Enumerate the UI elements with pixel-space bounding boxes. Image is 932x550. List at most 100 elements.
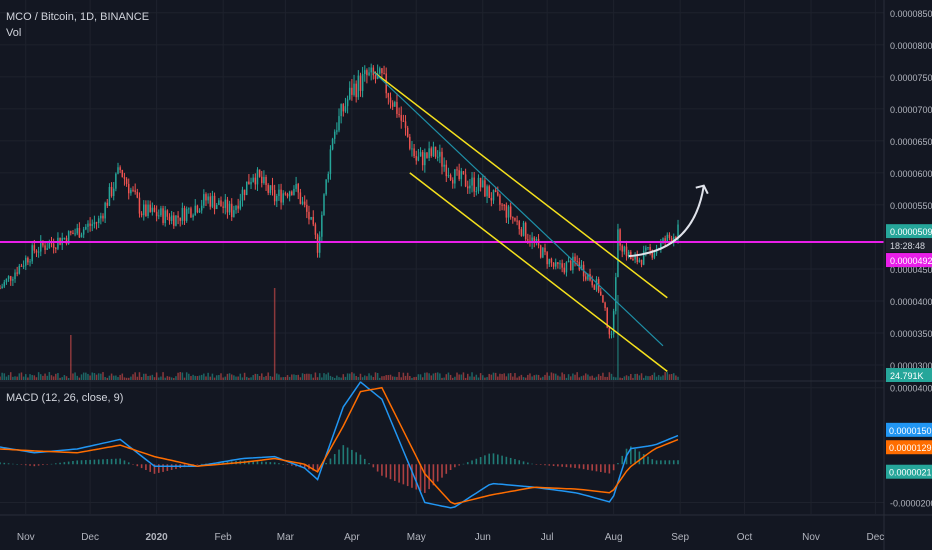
volume-bar — [0, 376, 1, 380]
volume-bar — [301, 373, 304, 380]
volume-bar — [211, 373, 214, 380]
candle-body — [282, 193, 284, 203]
macd-axis[interactable]: 0.0000400 -0.0000200 0.0000150 0.0000129 0.0… — [886, 384, 932, 509]
candle-body — [37, 251, 40, 253]
time-axis[interactable]: Nov Dec 2020 Feb Mar Apr May Jun Jul Aug Sep Oct Nov… — [17, 532, 884, 543]
candle-body — [404, 121, 407, 128]
candle-body — [353, 83, 355, 95]
volume-bar — [533, 375, 536, 380]
volume-bar — [132, 374, 134, 380]
candle-body — [185, 209, 188, 221]
volume-bar — [606, 376, 608, 380]
macd-histogram-bar — [672, 460, 675, 465]
candle-body — [102, 215, 104, 219]
volume-bar — [115, 375, 117, 380]
candle-body — [417, 156, 420, 161]
volume-bar — [151, 374, 154, 380]
candle-body — [48, 242, 51, 249]
volume-bar — [655, 376, 658, 380]
candle-body — [237, 205, 239, 209]
macd-indicator-label[interactable]: MACD (12, 26, close, 9) — [6, 392, 123, 404]
candle-body — [168, 216, 171, 221]
candle-body — [325, 179, 327, 195]
candle-body — [501, 204, 503, 206]
volume-bar — [642, 377, 645, 380]
volume-bar — [181, 372, 184, 380]
macd-histogram-bar — [170, 464, 173, 470]
candle-body — [621, 245, 623, 252]
volume-bar — [634, 373, 636, 380]
volume-bar — [621, 377, 623, 380]
macd-histogram-bar — [153, 464, 156, 474]
candle-body — [316, 234, 319, 253]
candle-body — [198, 210, 201, 213]
candle-body — [456, 169, 458, 171]
time-tick-label: Dec — [81, 532, 99, 543]
macd-histogram-bar — [248, 460, 250, 465]
candle-body — [9, 276, 12, 281]
candle-body — [203, 194, 205, 206]
macd-histogram-bar — [16, 464, 18, 465]
volume-bar — [166, 376, 169, 380]
volume-bar — [318, 373, 321, 380]
volume-bar — [145, 373, 147, 380]
volume-bar — [445, 374, 448, 380]
macd-histogram-bar — [642, 454, 645, 465]
candle-body — [544, 247, 546, 253]
macd-histogram-bar — [325, 462, 327, 465]
volume-bar — [76, 375, 78, 380]
volume-bar — [33, 375, 36, 380]
volume-bar — [514, 373, 516, 380]
volume-bar — [664, 372, 666, 380]
candle-body — [608, 327, 611, 335]
macd-histogram-bar — [578, 464, 581, 469]
volume-bar — [527, 374, 529, 380]
candle-body — [125, 178, 128, 184]
macd-histogram-bar — [638, 451, 641, 465]
chart-grid — [0, 0, 884, 514]
volume-bar — [374, 372, 377, 380]
volume-bar — [35, 377, 38, 380]
candle-body — [160, 208, 162, 216]
volume-bar — [207, 372, 209, 380]
candle-body — [20, 265, 23, 267]
volume-indicator-label[interactable]: Vol — [6, 27, 21, 39]
candle-body — [458, 170, 460, 180]
volume-bar — [619, 377, 621, 380]
volume-bar — [662, 375, 664, 380]
macd-histogram-bar — [462, 463, 465, 465]
volume-bar — [61, 377, 63, 380]
volume-badge-bg — [886, 368, 932, 382]
candle-body — [443, 164, 445, 167]
candle-body — [196, 205, 199, 213]
volume-bar — [183, 377, 186, 380]
macd-histogram-bar — [12, 463, 14, 465]
candle-body — [490, 197, 493, 201]
volume-bar — [572, 373, 574, 380]
volume-bar — [333, 377, 336, 380]
candle-body — [542, 247, 544, 258]
candle-body — [250, 181, 252, 185]
volume-bar — [561, 372, 563, 380]
volume-bar — [479, 373, 482, 380]
macd-histogram-bar — [29, 464, 31, 466]
volume-bar — [306, 373, 308, 380]
volume-bar — [252, 375, 254, 380]
macd-histogram-bar — [492, 453, 495, 465]
symbol-title[interactable]: MCO / Bitcoin, 1D, BINANCE — [6, 11, 149, 23]
macd-histogram-bar — [441, 464, 443, 478]
macd-histogram-bar — [157, 464, 160, 473]
candle-body — [108, 186, 111, 206]
volume-bar — [522, 377, 525, 380]
candle-body — [436, 156, 439, 158]
candle-body — [18, 265, 21, 274]
volume-bar — [130, 376, 132, 380]
candle-body — [312, 216, 315, 225]
macd-histogram-bar — [531, 463, 533, 465]
macd-histogram-bar — [514, 459, 516, 465]
volume-bar — [456, 372, 458, 380]
candle-body — [662, 238, 664, 243]
